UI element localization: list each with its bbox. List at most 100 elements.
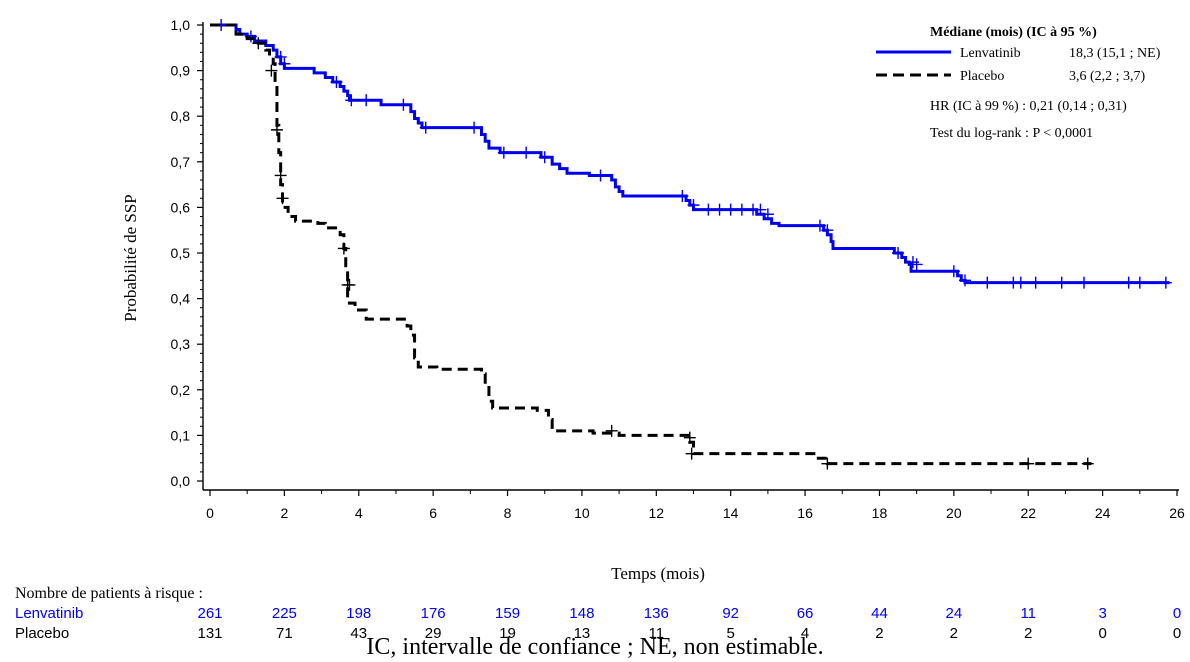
y-axis-ticks: 0,0 0,1 0,2 0,3 0,4 0,5 0,6 0,7 0,8 0,9 1,0 [171,17,203,489]
censor-mark-lenvatinib [813,219,826,232]
censor-mark-lenvatinib [468,121,481,134]
risk-value-placebo: 19 [499,625,516,642]
risk-value-lenvatinib: 24 [946,605,963,622]
risk-value-placebo: 2 [950,625,958,642]
censor-mark-placebo [683,431,696,444]
risk-value-lenvatinib: 92 [722,605,739,622]
y-tick-label: 1,0 [171,17,191,33]
x-tick-label: 22 [1020,505,1036,521]
y-tick-label: 0,0 [171,473,191,489]
censor-mark-lenvatinib [676,190,689,202]
legend-value-lenvatinib: 18,3 (15,1 ; NE) [1069,46,1161,61]
censor-mark-lenvatinib [497,146,510,159]
censor-mark-lenvatinib [419,121,432,134]
risk-value-placebo: 0 [1173,625,1181,642]
risk-value-lenvatinib: 136 [644,605,669,622]
x-tick-label: 8 [504,505,512,521]
censor-mark-placebo [605,424,618,437]
censor-mark-lenvatinib [1122,276,1135,289]
censor-mark-lenvatinib [1159,276,1172,289]
censor-mark-lenvatinib [1078,276,1091,289]
censor-mark-lenvatinib [520,146,533,159]
censor-mark-lenvatinib [360,94,373,107]
legend: Médiane (mois) (IC à 95 %) Lenvatinib 18… [876,25,1161,141]
y-tick-label: 0,7 [171,154,191,170]
risk-value-placebo: 11 [649,625,665,642]
series-line-lenvatinib [210,23,1170,285]
legend-hr: HR (IC à 99 %) : 0,21 (0,14 ; 0,31) [930,99,1127,114]
censor-mark-placebo [270,123,283,136]
survival-curves [210,19,1172,470]
censor-mark-lenvatinib [538,151,551,164]
censor-mark-placebo [1081,457,1094,470]
x-axis-label: Temps (mois) [611,564,705,583]
risk-row-label-lenvatinib: Lenvatinib [15,605,83,622]
censor-mark-lenvatinib [910,258,923,271]
censor-mark-lenvatinib [947,265,960,278]
censor-mark-lenvatinib [821,224,834,237]
risk-value-lenvatinib: 44 [871,605,888,622]
y-axis-label: Probabilité de SSP [121,194,140,322]
censor-mark-lenvatinib [735,203,748,216]
y-tick-label: 0,9 [171,63,191,79]
x-tick-label: 26 [1169,505,1185,521]
censor-mark-lenvatinib [594,169,607,182]
censor-mark-lenvatinib [713,203,726,216]
risk-value-placebo: 71 [276,625,293,642]
x-tick-label: 20 [946,505,962,521]
risk-value-lenvatinib: 0 [1173,605,1181,622]
censor-mark-placebo [1022,457,1035,470]
censor-mark-lenvatinib [1133,276,1146,289]
legend-label-placebo: Placebo [960,69,1004,84]
x-tick-label: 10 [574,505,590,521]
x-tick-label: 24 [1095,505,1111,521]
risk-value-lenvatinib: 159 [495,605,520,622]
censor-mark-lenvatinib [274,50,287,63]
risk-table-title: Nombre de patients à risque : [15,585,203,602]
risk-value-lenvatinib: 225 [272,605,297,622]
figure-caption: IC, intervalle de confiance ; NE, non es… [366,634,824,660]
risk-table: Nombre de patients à risque : Lenvatinib… [15,585,1181,642]
x-tick-label: 16 [797,505,813,521]
censor-mark-lenvatinib [702,203,715,216]
censor-mark-lenvatinib [345,94,358,107]
censor-mark-placebo [685,447,698,460]
legend-logrank: Test du log-rank : P < 0,0001 [930,126,1093,141]
x-tick-label: 6 [429,505,437,521]
legend-label-lenvatinib: Lenvatinib [960,46,1021,61]
y-tick-label: 0,3 [171,336,191,352]
censor-mark-lenvatinib [278,57,291,70]
censor-mark-placebo [274,169,287,182]
x-tick-label: 2 [280,505,288,521]
legend-value-placebo: 3,6 (2,2 ; 3,7) [1069,69,1146,84]
risk-value-lenvatinib: 148 [569,605,594,622]
censor-mark-lenvatinib [724,203,737,216]
legend-title: Médiane (mois) (IC à 95 %) [930,25,1097,40]
censor-mark-lenvatinib [330,76,343,88]
censor-mark-placebo [252,37,265,50]
risk-value-placebo: 2 [1024,625,1032,642]
x-axis-ticks: 0 2 4 6 8 10 12 14 16 18 20 22 24 26 [206,490,1185,521]
y-tick-label: 0,5 [171,245,191,261]
risk-row-label-placebo: Placebo [15,625,69,642]
risk-value-placebo: 29 [425,625,442,642]
y-tick-label: 0,8 [171,108,191,124]
series-line-placebo [210,23,1092,466]
risk-value-placebo: 43 [350,625,367,642]
censor-mark-lenvatinib [959,274,972,287]
censor-mark-lenvatinib [761,208,774,221]
x-tick-label: 4 [355,505,363,521]
risk-value-placebo: 4 [801,625,809,642]
risk-value-lenvatinib: 198 [346,605,371,622]
censor-mark-lenvatinib [981,276,994,289]
risk-value-lenvatinib: 3 [1098,605,1106,622]
risk-value-lenvatinib: 261 [197,605,222,622]
y-tick-label: 0,1 [171,427,191,443]
x-tick-label: 14 [723,505,739,521]
censor-mark-placebo [337,242,350,255]
censor-mark-placebo [343,278,356,291]
x-tick-label: 0 [206,505,214,521]
x-tick-label: 12 [649,505,665,521]
